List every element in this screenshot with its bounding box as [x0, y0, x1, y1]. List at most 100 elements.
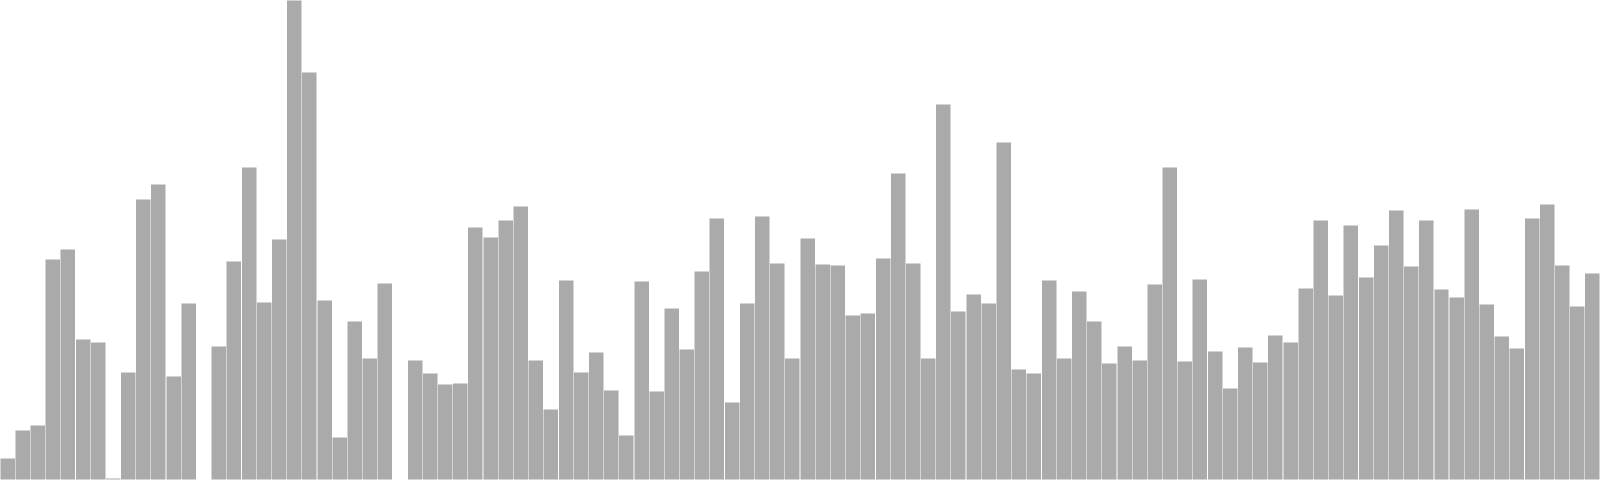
- bar-56: [829, 264, 846, 480]
- bar-6: [75, 338, 91, 480]
- bar-51: [754, 215, 771, 480]
- bar-67: [995, 141, 1012, 480]
- bar-80: [1192, 278, 1208, 480]
- bar-99: [1478, 303, 1495, 480]
- bar-15: [211, 345, 227, 480]
- bar-57: [844, 314, 861, 480]
- bar-72: [1071, 290, 1088, 480]
- bar-32: [467, 226, 484, 480]
- bar-53: [784, 357, 801, 480]
- bar-95: [1418, 219, 1435, 480]
- bar-49: [724, 401, 740, 480]
- bar-45: [663, 307, 680, 480]
- bar-91: [1358, 276, 1374, 480]
- bar-9: [120, 371, 137, 480]
- bar-18: [256, 301, 272, 480]
- bar-101: [1509, 347, 1525, 480]
- bar-37: [543, 408, 559, 480]
- bar-103: [1539, 203, 1556, 480]
- bar-23: [331, 436, 348, 480]
- bar-30: [437, 383, 454, 480]
- bar-28: [407, 359, 423, 480]
- bar-83: [1237, 346, 1254, 480]
- bar-90: [1343, 224, 1359, 480]
- bar-13: [180, 302, 197, 480]
- bar-55: [814, 263, 831, 480]
- bar-12: [165, 375, 182, 480]
- bar-89: [1328, 294, 1344, 480]
- bar-5: [60, 248, 76, 480]
- bar-52: [769, 262, 786, 480]
- bar-10: [135, 198, 152, 480]
- bar-102: [1524, 217, 1540, 480]
- bar-40: [588, 351, 605, 480]
- bar-2: [14, 429, 31, 480]
- bar-98: [1463, 208, 1480, 480]
- bar-42: [618, 434, 635, 480]
- bar-3: [29, 424, 46, 480]
- bar-29: [422, 372, 439, 480]
- bar-22: [316, 299, 333, 480]
- bar-44: [648, 390, 665, 480]
- bar-105: [1569, 305, 1586, 480]
- bar-96: [1433, 288, 1450, 480]
- bar-94: [1403, 265, 1420, 480]
- bar-64: [950, 310, 967, 480]
- bar-61: [905, 262, 922, 480]
- bar-58: [860, 312, 876, 480]
- bar-17: [241, 166, 257, 480]
- bar-34: [497, 219, 514, 480]
- bar-87: [1297, 287, 1314, 480]
- bar-63: [935, 103, 952, 480]
- bar-79: [1177, 360, 1193, 480]
- bar-93: [1388, 209, 1405, 480]
- bar-4: [44, 258, 61, 480]
- bar-48: [709, 217, 725, 480]
- bar-20: [286, 0, 303, 480]
- bar-35: [512, 205, 529, 480]
- bar-78: [1161, 166, 1178, 480]
- bar-71: [1056, 357, 1072, 480]
- bar-92: [1373, 244, 1389, 480]
- bar-65: [965, 293, 982, 480]
- bar-16: [226, 260, 242, 480]
- bar-73: [1086, 320, 1103, 480]
- bar-85: [1267, 334, 1284, 480]
- bar-47: [694, 270, 710, 480]
- bar-31: [452, 382, 469, 480]
- bar-74: [1101, 362, 1118, 480]
- bar-100: [1494, 335, 1510, 480]
- bar-60: [890, 172, 906, 480]
- bar-84: [1252, 361, 1269, 480]
- bar-76: [1131, 359, 1148, 480]
- bar-66: [980, 302, 997, 480]
- bar-38: [558, 279, 574, 480]
- bar-43: [633, 280, 650, 480]
- bar-75: [1116, 345, 1133, 480]
- bar-70: [1041, 279, 1057, 480]
- bar-19: [271, 238, 288, 480]
- bar-81: [1207, 350, 1223, 480]
- bar-69: [1026, 372, 1042, 480]
- bar-50: [739, 302, 756, 480]
- bar-54: [799, 237, 816, 480]
- bar-106: [1584, 272, 1600, 480]
- bar-1: [0, 457, 16, 480]
- bar-82: [1222, 387, 1239, 480]
- bar-77: [1146, 283, 1163, 480]
- bar-46: [678, 348, 695, 480]
- bar-68: [1011, 368, 1027, 480]
- bar-7: [90, 341, 106, 480]
- bar-33: [482, 236, 499, 480]
- bar-24: [346, 320, 363, 480]
- bar-36: [527, 359, 544, 480]
- bar-25: [361, 357, 378, 480]
- bar-41: [603, 389, 620, 480]
- bar-59: [875, 257, 891, 480]
- bar-104: [1554, 264, 1571, 480]
- bar-62: [920, 357, 937, 480]
- bar-86: [1282, 341, 1299, 480]
